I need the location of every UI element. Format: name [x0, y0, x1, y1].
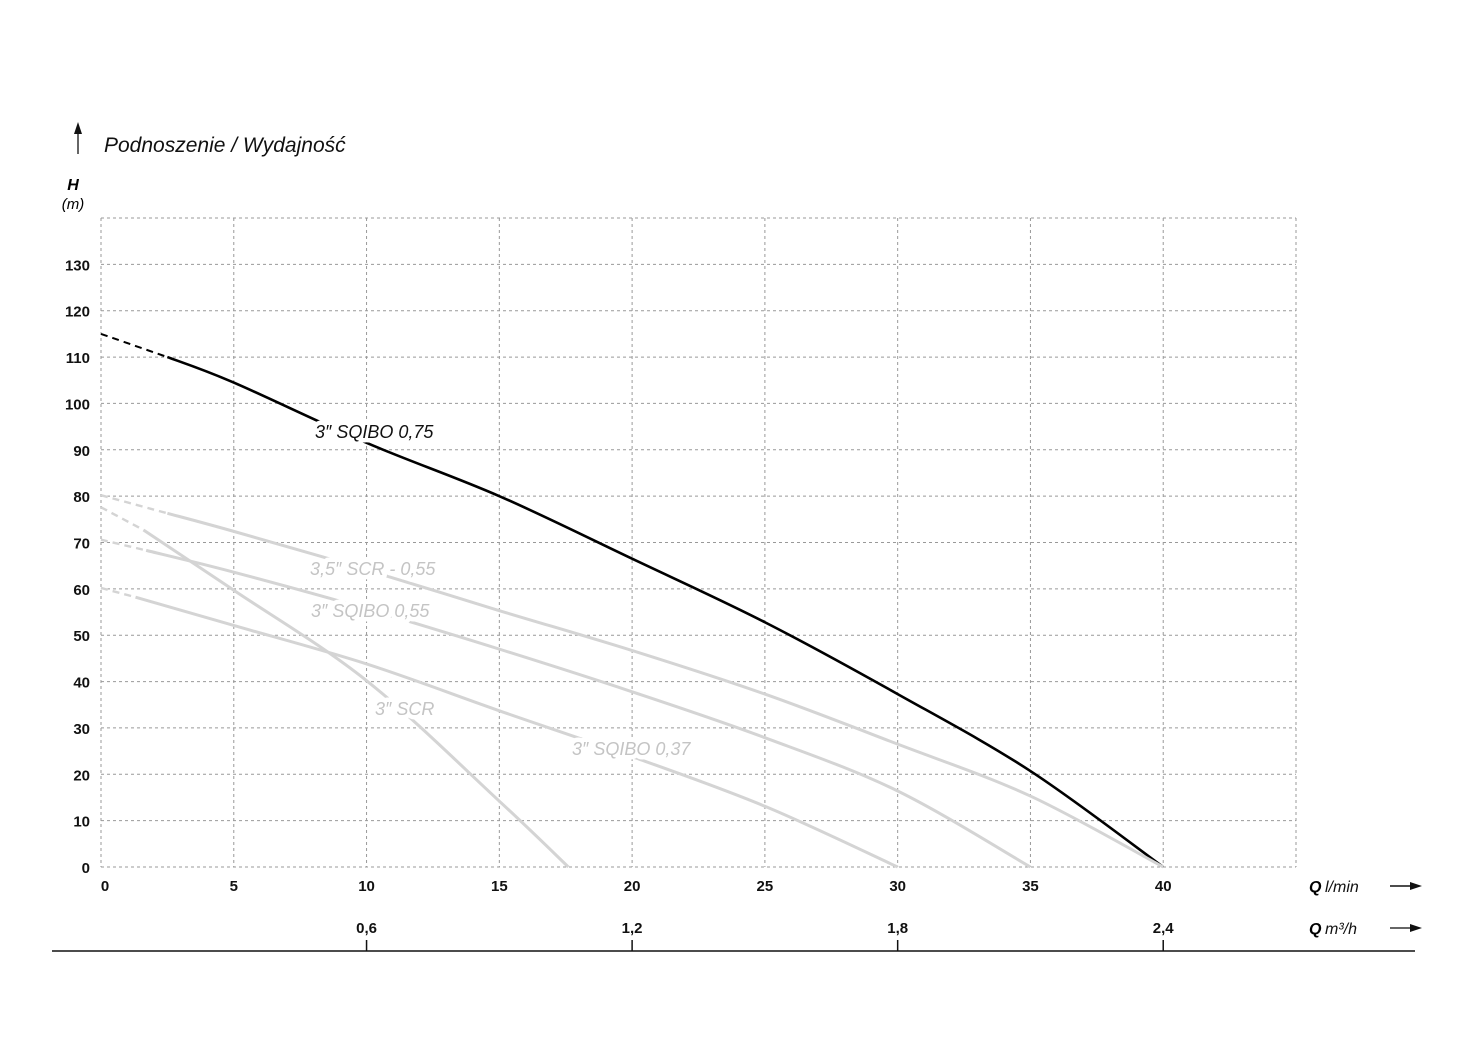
curves	[100, 332, 1164, 869]
y-tick-label: 120	[65, 304, 90, 321]
series-line	[145, 548, 1032, 869]
x-tick-label: 10	[358, 878, 375, 895]
series-line	[142, 528, 570, 869]
x-tick-label: 25	[757, 878, 774, 895]
series-label: 3,5″ SCR - 0,55	[310, 559, 436, 579]
y-tick-label: 90	[73, 443, 90, 460]
x-tick-label: 30	[889, 878, 906, 895]
x2-axis-label: Q	[1309, 921, 1322, 938]
x-tick-label: 0	[101, 878, 109, 895]
tick-labels: 0 5 10 15 20 25 30 35 40 0 10 20 30 40 50 60 70 80 90 100 11…	[65, 257, 1174, 951]
x2-tick-label: 1,2	[622, 920, 643, 937]
series-line	[166, 355, 1164, 869]
x-tick-label: 20	[624, 878, 641, 895]
y-tick-label: 20	[73, 767, 90, 784]
y-tick-label: 40	[73, 675, 90, 692]
x-axis-arrow-icon	[1390, 882, 1422, 890]
x-axis-unit: l/min	[1325, 879, 1359, 896]
y-tick-label: 80	[73, 489, 90, 506]
series-line	[135, 595, 899, 869]
y-tick-label: 50	[73, 628, 90, 645]
y-axis-arrow-icon	[74, 122, 82, 154]
series-label: 3″ SQIBO 0,55	[311, 601, 430, 621]
series-label: 3″ SQIBO 0,37	[572, 739, 691, 759]
x-tick-label: 5	[230, 878, 238, 895]
y-tick-label: 10	[73, 814, 90, 831]
x-tick-label: 15	[491, 878, 508, 895]
series-label: 3″ SCR	[375, 699, 434, 719]
series-line	[166, 511, 1164, 869]
curve-labels: 3″ SQIBO 0,75 3,5″ SCR - 0,55 3″ SQIBO 0,5…	[306, 418, 696, 764]
x2-axis-unit: m³/h	[1325, 921, 1357, 938]
series-line-extrapolated	[100, 586, 136, 599]
series-line-extrapolated	[100, 494, 168, 515]
y-tick-label: 110	[66, 350, 90, 367]
series-line-extrapolated	[100, 538, 147, 552]
series-line-extrapolated	[100, 332, 168, 359]
x2-tick-label: 0,6	[356, 920, 377, 937]
x2-tick-label: 1,8	[887, 920, 908, 937]
y-tick-label: 100	[65, 396, 90, 413]
y-tick-label: 130	[65, 257, 90, 274]
y-tick-label: 30	[73, 721, 90, 738]
x2-axis-arrow-icon	[1390, 924, 1422, 932]
y-tick-label: 70	[73, 536, 90, 553]
grid	[100, 217, 1297, 868]
x-axis-label: Q	[1309, 879, 1322, 896]
y-tick-label: 0	[82, 860, 90, 877]
x-tick-label: 35	[1022, 878, 1039, 895]
chart-title: Podnoszenie / Wydajność	[104, 134, 346, 157]
y-axis-label: H	[67, 177, 79, 194]
series-label: 3″ SQIBO 0,75	[315, 422, 434, 442]
x-tick-label: 40	[1155, 878, 1172, 895]
series-line-extrapolated	[100, 506, 145, 532]
x2-tick-label: 2,4	[1153, 920, 1175, 937]
y-axis-unit: (m)	[62, 196, 85, 213]
y-tick-label: 60	[73, 582, 90, 599]
